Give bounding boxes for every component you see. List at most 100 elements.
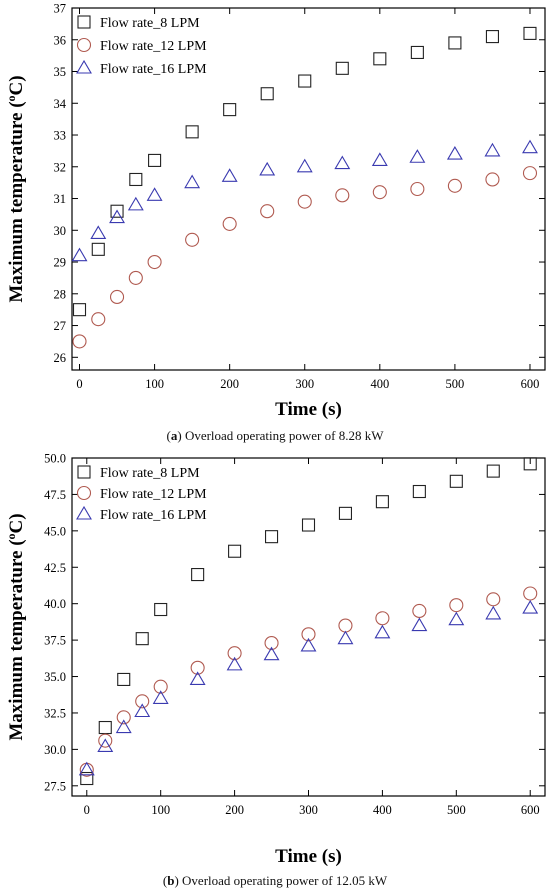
panel-b-data-point-circle xyxy=(301,627,316,642)
panel-a-data-point-square xyxy=(335,61,349,75)
panel-b-data-point-circle xyxy=(486,592,501,607)
panel-b-y-tick-label: 50.0 xyxy=(44,452,66,466)
panel-b-data-point-circle xyxy=(412,603,427,619)
panel-b-data-point-circle xyxy=(449,598,464,613)
panel-b-y-tick-label: 40.0 xyxy=(44,597,66,611)
panel-a-data-point-triangle xyxy=(90,225,107,240)
panel-a-y-axis-title-sup: o xyxy=(4,95,18,101)
panel-b-data-point-circle xyxy=(264,635,279,651)
panel-b-data-point-triangle xyxy=(189,671,206,685)
panel-a-x-tick-label: 200 xyxy=(220,377,239,391)
panel-a-data-point-circle xyxy=(185,232,200,247)
panel-b-data-point-circle xyxy=(523,586,538,601)
panel-a-data-point-square xyxy=(448,36,462,50)
panel-a-data-point-triangle xyxy=(484,142,501,157)
panel-a-y-tick-label: 28 xyxy=(54,287,67,301)
panel-b-x-tick-label: 600 xyxy=(521,803,540,817)
panel-a-data-point-triangle xyxy=(221,168,238,182)
panel-b-y-tick-label: 32.5 xyxy=(44,706,66,720)
panel-a-data-point-square xyxy=(148,153,162,167)
panel-b-data-point-square xyxy=(228,544,242,558)
panel-b-x-tick-label: 300 xyxy=(299,803,318,817)
panel-b-data-point-square xyxy=(301,518,316,532)
panel-b-data-point-circle xyxy=(98,733,113,748)
panel-b-y-tick-label: 30.0 xyxy=(44,743,66,757)
panel-b-y-axis-title-main: Maximum temperature ( xyxy=(6,539,27,740)
panel-b-data-point-square xyxy=(412,484,426,499)
panel-a-legend-label: Flow rate_8 LPM xyxy=(100,16,200,31)
panel-b-data-point-triangle xyxy=(448,611,465,626)
panel-a-x-tick-label: 0 xyxy=(76,377,82,391)
caption-b-text: Overload operating power of 12.05 kW xyxy=(182,873,388,888)
panel-b-data-point-triangle xyxy=(78,761,95,776)
panel-b-data-point-square xyxy=(375,495,389,509)
panel-b-y-tick-label: 42.5 xyxy=(44,561,66,575)
panel-b-data-point-triangle xyxy=(300,637,317,652)
panel-a-data-point-circle xyxy=(72,334,87,349)
panel-b-x-tick-label: 500 xyxy=(447,803,466,817)
panel-a-data-point-triangle xyxy=(409,149,426,163)
caption-a-letter: a xyxy=(170,428,178,443)
panel-a-x-tick-label: 300 xyxy=(295,377,314,391)
panel-a-data-point-square xyxy=(298,74,312,88)
panel-a-data-point-triangle xyxy=(334,155,351,170)
panel-a-data-point-circle xyxy=(147,254,162,270)
panel-b-series-triangle xyxy=(78,599,539,776)
panel-a-y-tick-label: 37 xyxy=(54,2,67,16)
panel-a-data-point-circle xyxy=(485,172,500,187)
panel-a-data-point-triangle xyxy=(446,145,463,160)
panel-a-series-triangle xyxy=(71,139,538,262)
panel-b-y-tick-label: 37.5 xyxy=(44,634,66,648)
panel-b-legend-marker-triangle xyxy=(76,505,92,520)
panel-a-x-tick-label: 600 xyxy=(521,377,540,391)
panel-a-data-point-triangle xyxy=(522,139,538,154)
panel-a-data-point-square xyxy=(91,242,105,256)
panel-b-data-point-triangle xyxy=(374,624,391,639)
panel-b-data-point-triangle xyxy=(522,599,539,614)
panel-a-legend-marker-square xyxy=(77,15,91,29)
panel-b-y-tick-label: 27.5 xyxy=(44,779,66,793)
panel-a-data-point-triangle xyxy=(259,161,276,176)
panel-a-data-point-circle xyxy=(522,166,538,181)
panel-b-x-axis-title: Time (s) xyxy=(275,846,342,867)
panel-b-x-tick-label: 0 xyxy=(84,803,90,817)
panel-b-data-point-circle xyxy=(227,646,242,661)
panel-a-data-point-square xyxy=(223,103,237,117)
panel-b-data-point-triangle xyxy=(263,646,280,661)
panel-a-data-point-triangle xyxy=(184,174,201,189)
panel-b-data-point-triangle xyxy=(115,719,132,734)
panel-a-y-tick-label: 31 xyxy=(54,192,67,206)
panel-a-y-tick-label: 32 xyxy=(54,160,67,174)
panel-b-data-point-square xyxy=(191,568,205,582)
panel-a-data-point-circle xyxy=(91,312,106,327)
panel-b-legend-marker-circle xyxy=(76,485,92,501)
panel-b-data-point-triangle xyxy=(411,617,428,632)
panel-b-data-point-square xyxy=(449,474,463,488)
panel-a-y-axis-title-tail: C) xyxy=(6,75,27,95)
panel-a-data-point-circle xyxy=(260,204,275,219)
panel-a-data-point-triangle xyxy=(296,158,313,173)
panel-a-data-point-square xyxy=(373,52,387,66)
panel-b-series-square xyxy=(80,457,537,786)
panel-b-data-point-square xyxy=(117,672,131,686)
panel-b-y-axis-title-tail: C) xyxy=(6,513,27,533)
panel-a-data-point-triangle xyxy=(146,187,163,201)
panel-b-x-tick-label: 400 xyxy=(373,803,392,817)
panel-b-data-point-circle xyxy=(135,694,150,709)
panel-b-data-point-square xyxy=(135,632,149,646)
panel-b-series-circle xyxy=(79,586,538,777)
panel-a-data-point-circle xyxy=(128,270,143,285)
panel-a-data-point-square xyxy=(110,204,124,218)
panel-a-x-tick-label: 400 xyxy=(370,377,389,391)
panel-b-legend-label: Flow rate_12 LPM xyxy=(100,487,207,502)
panel-a-data-point-square xyxy=(129,172,143,187)
panel-a-legend-marker-triangle xyxy=(76,59,92,74)
panel-a-data-point-circle xyxy=(447,178,462,193)
panel-b-y-tick-label: 45.0 xyxy=(44,524,66,538)
panel-b-y-axis-title-sup: o xyxy=(4,533,18,539)
panel-a-y-tick-label: 26 xyxy=(54,351,67,365)
panel-a-data-point-triangle xyxy=(371,152,388,166)
panel-a-data-point-circle xyxy=(372,185,387,200)
panel-a-data-point-square xyxy=(260,87,274,101)
